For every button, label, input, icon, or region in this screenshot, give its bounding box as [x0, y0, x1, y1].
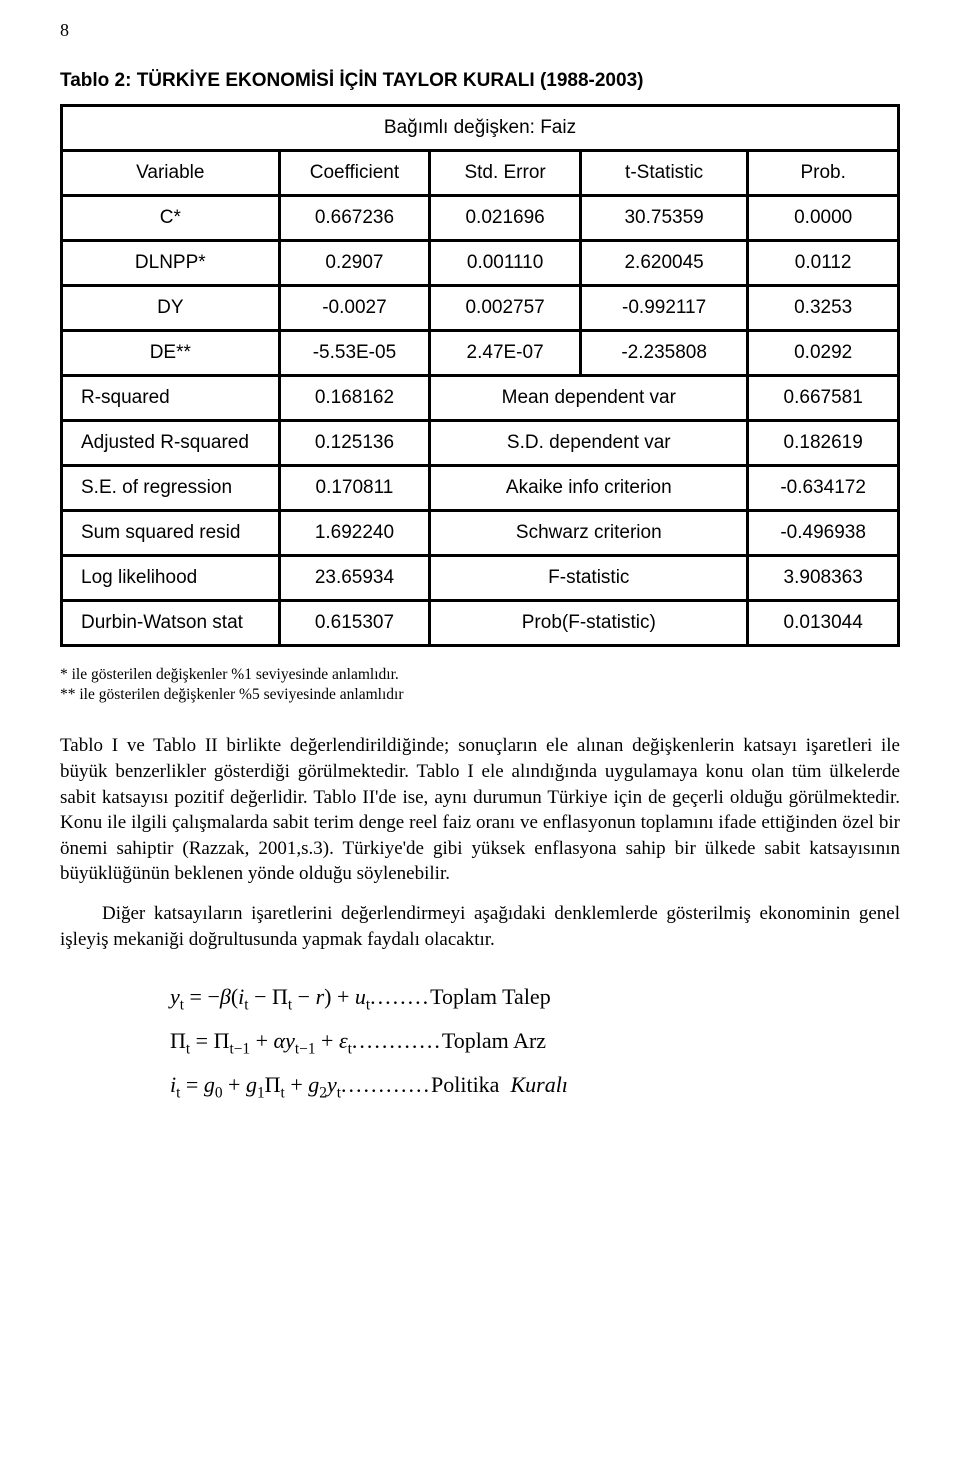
eq3-label: Politika	[431, 1072, 499, 1097]
paragraph-1: Tablo I ve Tablo II birlikte değerlendir…	[60, 733, 900, 887]
body-text: Tablo I ve Tablo II birlikte değerlendir…	[60, 733, 900, 952]
equation-block: yt = −β(it − Πt − r) + ut........Toplam …	[60, 976, 900, 1107]
table-row: DLNPP* 0.2907 0.001110 2.620045 0.0112	[62, 241, 899, 286]
cell: Prob(F-statistic)	[430, 601, 748, 646]
footnote-1: * ile gösterilen değişkenler %1 seviyesi…	[60, 665, 900, 685]
table-row: DY -0.0027 0.002757 -0.992117 0.3253	[62, 286, 899, 331]
th-variable: Variable	[62, 151, 280, 196]
table-row: Adjusted R-squared 0.125136 S.D. depende…	[62, 421, 899, 466]
cell: 30.75359	[580, 196, 747, 241]
cell: 0.2907	[279, 241, 430, 286]
cell: 23.65934	[279, 556, 430, 601]
table-title: Tablo 2: TÜRKİYE EKONOMİSİ İÇİN TAYLOR K…	[60, 70, 900, 92]
eq2-label: Toplam Arz	[442, 1028, 546, 1053]
regression-table: Bağımlı değişken: Faiz Variable Coeffici…	[60, 104, 900, 647]
th-stderror: Std. Error	[430, 151, 581, 196]
cell: 0.667581	[748, 376, 899, 421]
table-caption: Bağımlı değişken: Faiz	[62, 106, 899, 151]
cell: -0.496938	[748, 511, 899, 556]
cell: Schwarz criterion	[430, 511, 748, 556]
table-row: Log likelihood 23.65934 F-statistic 3.90…	[62, 556, 899, 601]
cell: DY	[62, 286, 280, 331]
paragraph-2: Diğer katsayıların işaretlerini değerlen…	[60, 901, 900, 952]
cell: 0.615307	[279, 601, 430, 646]
table-row: S.E. of regression 0.170811 Akaike info …	[62, 466, 899, 511]
cell: Sum squared resid	[62, 511, 280, 556]
footnote-2: ** ile gösterilen değişkenler %5 seviyes…	[60, 685, 900, 705]
cell: -0.992117	[580, 286, 747, 331]
table-row: Sum squared resid 1.692240 Schwarz crite…	[62, 511, 899, 556]
cell: Log likelihood	[62, 556, 280, 601]
th-coefficient: Coefficient	[279, 151, 430, 196]
cell: 1.692240	[279, 511, 430, 556]
cell: Akaike info criterion	[430, 466, 748, 511]
cell: 0.021696	[430, 196, 581, 241]
cell: C*	[62, 196, 280, 241]
cell: -2.235808	[580, 331, 747, 376]
table-row: R-squared 0.168162 Mean dependent var 0.…	[62, 376, 899, 421]
cell: Mean dependent var	[430, 376, 748, 421]
cell: 0.0112	[748, 241, 899, 286]
cell: 0.002757	[430, 286, 581, 331]
equation-3: it = g0 + g1Πt + g2yt............Politik…	[170, 1064, 900, 1108]
cell: 3.908363	[748, 556, 899, 601]
cell: 0.125136	[279, 421, 430, 466]
cell: DLNPP*	[62, 241, 280, 286]
table-row: DE** -5.53E-05 2.47E-07 -2.235808 0.0292	[62, 331, 899, 376]
cell: DE**	[62, 331, 280, 376]
table-caption-row: Bağımlı değişken: Faiz	[62, 106, 899, 151]
equation-2: Πt = Πt−1 + αyt−1 + εt............Toplam…	[170, 1020, 900, 1064]
cell: 2.47E-07	[430, 331, 581, 376]
cell: 0.170811	[279, 466, 430, 511]
cell: Adjusted R-squared	[62, 421, 280, 466]
eq1-label: Toplam Talep	[430, 984, 551, 1009]
cell: 2.620045	[580, 241, 747, 286]
table-row: C* 0.667236 0.021696 30.75359 0.0000	[62, 196, 899, 241]
cell: 0.3253	[748, 286, 899, 331]
cell: Durbin-Watson stat	[62, 601, 280, 646]
cell: 0.001110	[430, 241, 581, 286]
page-number: 8	[60, 20, 69, 41]
table-row: Durbin-Watson stat 0.615307 Prob(F-stati…	[62, 601, 899, 646]
th-prob: Prob.	[748, 151, 899, 196]
cell: 0.168162	[279, 376, 430, 421]
cell: -5.53E-05	[279, 331, 430, 376]
cell: 0.013044	[748, 601, 899, 646]
cell: S.E. of regression	[62, 466, 280, 511]
cell: R-squared	[62, 376, 280, 421]
cell: F-statistic	[430, 556, 748, 601]
cell: 0.667236	[279, 196, 430, 241]
th-tstat: t-Statistic	[580, 151, 747, 196]
table-footnotes: * ile gösterilen değişkenler %1 seviyesi…	[60, 665, 900, 705]
cell: 0.0000	[748, 196, 899, 241]
equation-1: yt = −β(it − Πt − r) + ut........Toplam …	[170, 976, 900, 1020]
cell: S.D. dependent var	[430, 421, 748, 466]
cell: 0.182619	[748, 421, 899, 466]
eq3-trailing: Kuralı	[510, 1072, 567, 1097]
cell: -0.0027	[279, 286, 430, 331]
cell: 0.0292	[748, 331, 899, 376]
table-header-row: Variable Coefficient Std. Error t-Statis…	[62, 151, 899, 196]
cell: -0.634172	[748, 466, 899, 511]
